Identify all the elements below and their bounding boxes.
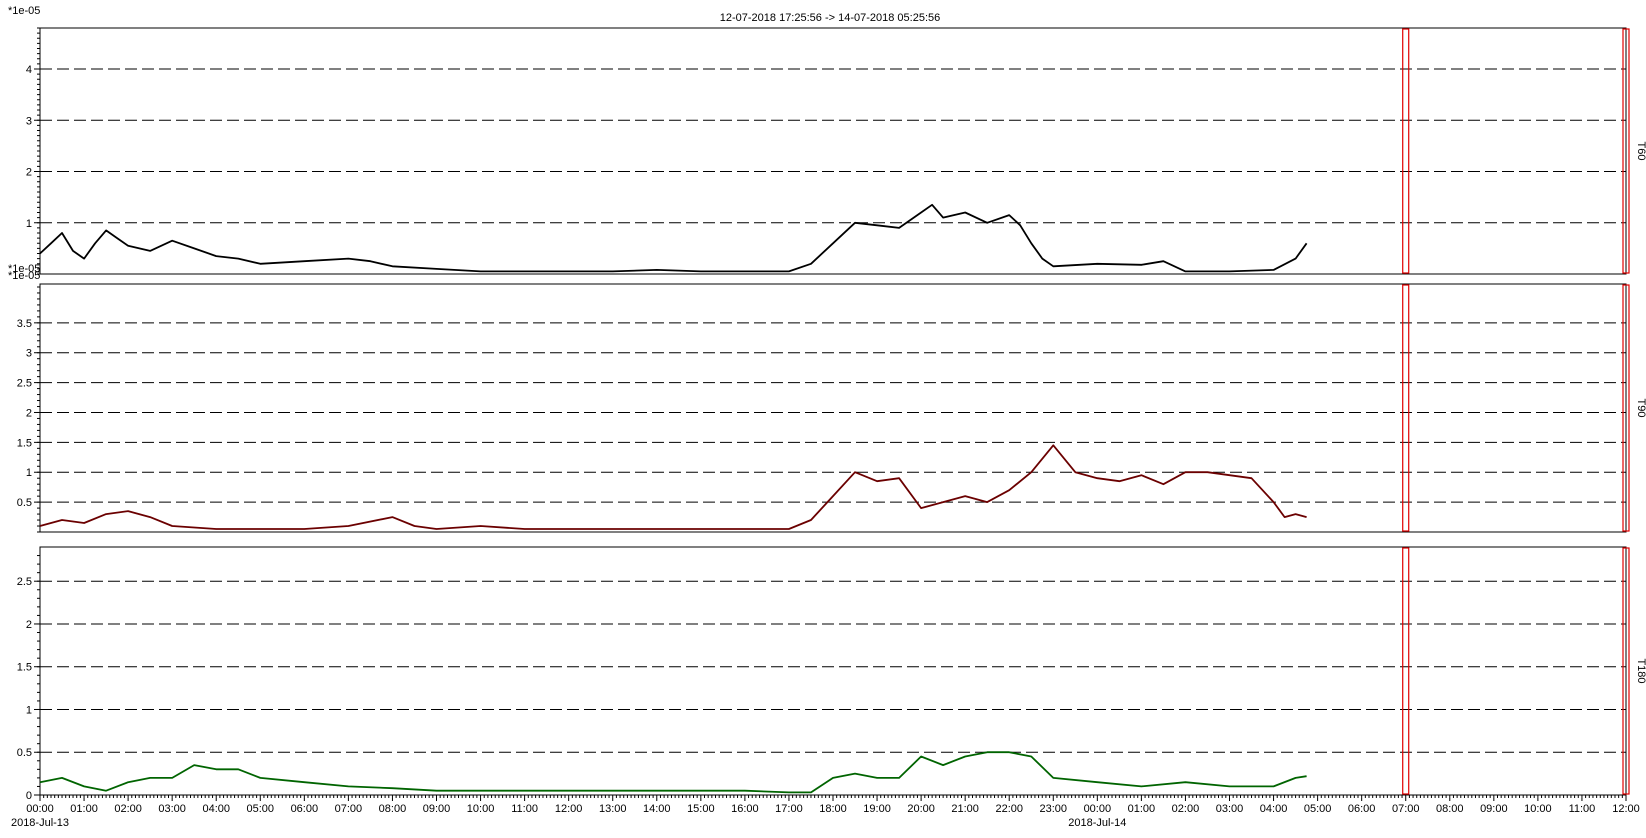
y-tick-label: 2.5 bbox=[17, 378, 32, 390]
plot-frame bbox=[39, 27, 1627, 275]
x-tick-label: 10:00 bbox=[467, 803, 495, 815]
x-tick-label: 04:00 bbox=[202, 803, 230, 815]
x-date-label: 2018-Jul-14 bbox=[1068, 817, 1126, 829]
y-tick-label: 2 bbox=[26, 167, 32, 179]
y-multiplier-label: *1e-05 bbox=[8, 263, 40, 275]
x-tick-label: 08:00 bbox=[379, 803, 407, 815]
x-tick-label: 08:00 bbox=[1436, 803, 1464, 815]
x-tick-label: 00:00 bbox=[26, 803, 54, 815]
x-tick-label: 20:00 bbox=[907, 803, 935, 815]
x-tick-label: 12:00 bbox=[1612, 803, 1640, 815]
x-tick-label: 14:00 bbox=[643, 803, 671, 815]
y-tick-label: 1 bbox=[26, 704, 32, 716]
y-tick-label: 0.5 bbox=[17, 497, 32, 509]
x-axis: 00:00 01:00 02:00 03:00 04:00 05:00 06:00 07:00… bbox=[11, 795, 1640, 829]
x-tick-label: 11:00 bbox=[511, 803, 538, 815]
plot-frame bbox=[39, 283, 1627, 533]
y-tick-label: 2.5 bbox=[17, 576, 32, 588]
series-side-label: T90 bbox=[1635, 399, 1646, 418]
y-tick-label: 4 bbox=[26, 64, 32, 76]
y-tick-label: 1.5 bbox=[17, 437, 32, 449]
x-tick-label: 03:00 bbox=[1216, 803, 1244, 815]
y-multiplier-label: *1e-05 bbox=[8, 270, 40, 282]
chart-panels: 1234*1e-05*1e-05T600.511.522.533.5*1e-05… bbox=[8, 5, 1646, 802]
series-line-T90 bbox=[39, 444, 1307, 530]
x-tick-label: 23:00 bbox=[1040, 803, 1068, 815]
panel-T60: 1 2 3 4 *1e-05 *1e-05 T60 bbox=[8, 5, 1646, 275]
x-tick-label: 02:00 bbox=[1172, 803, 1200, 815]
x-tick-label: 09:00 bbox=[1480, 803, 1508, 815]
x-tick-label: 17:00 bbox=[775, 803, 803, 815]
x-tick-label: 22:00 bbox=[995, 803, 1023, 815]
y-tick-label: 1.5 bbox=[17, 662, 32, 674]
plot-frame bbox=[39, 546, 1627, 796]
y-tick-label: 3 bbox=[26, 115, 32, 127]
x-tick-label: 06:00 bbox=[291, 803, 319, 815]
x-tick-label: 10:00 bbox=[1524, 803, 1552, 815]
series-side-label: T180 bbox=[1635, 658, 1646, 683]
y-tick-label: 0.5 bbox=[17, 747, 32, 759]
x-tick-label: 00:00 bbox=[1084, 803, 1112, 815]
time-marker bbox=[1622, 547, 1630, 795]
x-tick-label: 15:00 bbox=[687, 803, 715, 815]
x-tick-label: 16:00 bbox=[731, 803, 759, 815]
y-tick-label: 3 bbox=[26, 348, 32, 360]
x-tick-label: 19:00 bbox=[863, 803, 891, 815]
x-tick-label: 05:00 bbox=[1304, 803, 1332, 815]
x-tick-label: 01:00 bbox=[70, 803, 98, 815]
series-side-label: T60 bbox=[1635, 142, 1646, 161]
x-tick-label: 07:00 bbox=[335, 803, 363, 815]
x-tick-label: 01:00 bbox=[1128, 803, 1156, 815]
y-tick-label: 1 bbox=[26, 467, 32, 479]
x-tick-label: 11:00 bbox=[1569, 803, 1596, 815]
x-tick-label: 06:00 bbox=[1348, 803, 1376, 815]
x-tick-label: 18:00 bbox=[819, 803, 847, 815]
chart-title: 12-07-2018 17:25:56 -> 14-07-2018 05:25:… bbox=[720, 12, 940, 24]
x-tick-label: 03:00 bbox=[158, 803, 186, 815]
x-tick-label: 04:00 bbox=[1260, 803, 1288, 815]
x-tick-label: 12:00 bbox=[555, 803, 583, 815]
y-tick-label: 2 bbox=[26, 407, 32, 419]
y-tick-label: 2 bbox=[26, 619, 32, 631]
panel-T180: 0 0.5 1 1.5 2 2.5 T180 bbox=[17, 546, 1646, 802]
x-tick-label: 13:00 bbox=[599, 803, 627, 815]
panel-T90: 0.5 1 1.5 2 2.5 3 3.5 *1e-05 T90 bbox=[8, 270, 1646, 533]
time-marker bbox=[1402, 28, 1410, 274]
x-tick-label: 07:00 bbox=[1392, 803, 1420, 815]
y-multiplier-label: *1e-05 bbox=[8, 5, 40, 17]
y-tick-label: 1 bbox=[26, 218, 32, 230]
y-tick-label: 0 bbox=[26, 790, 32, 802]
time-marker bbox=[1402, 284, 1410, 532]
y-tick-label: 3.5 bbox=[17, 318, 32, 330]
series-line-T180 bbox=[39, 751, 1307, 794]
time-marker bbox=[1622, 28, 1630, 274]
series-line-T60 bbox=[39, 203, 1308, 273]
x-tick-label: 05:00 bbox=[247, 803, 275, 815]
x-tick-label: 02:00 bbox=[114, 803, 142, 815]
x-tick-label: 09:00 bbox=[423, 803, 451, 815]
time-marker bbox=[1402, 547, 1410, 795]
x-date-label: 2018-Jul-13 bbox=[11, 817, 69, 829]
x-tick-label: 21:00 bbox=[951, 803, 979, 815]
time-marker bbox=[1622, 284, 1630, 532]
